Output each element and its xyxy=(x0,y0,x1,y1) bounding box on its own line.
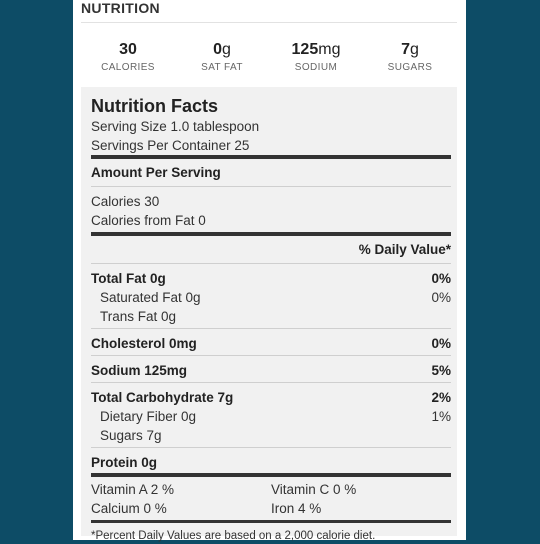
summary-label: CALORIES xyxy=(101,62,155,73)
sugars-row: Sugars 7g xyxy=(91,426,451,448)
sodium-row: Sodium 125mg 5% xyxy=(91,361,451,383)
summary-sodium: 125mg SODIUM xyxy=(269,40,363,73)
dv-header-text: % Daily Value* xyxy=(358,242,451,257)
vitamins-row-1: Vitamin A 2 % Vitamin C 0 % xyxy=(91,480,451,499)
sugars-label: Sugars 7g xyxy=(100,428,162,443)
summary-label: SUGARS xyxy=(387,62,433,73)
summary-label: SAT FAT xyxy=(201,62,243,73)
iron: Iron 4 % xyxy=(271,501,322,516)
summary-value: 0 xyxy=(213,41,222,58)
nutrition-summary: 30 CALORIES 0g SAT FAT 125mg SODIUM 7g S… xyxy=(81,40,457,73)
nutrition-card: NUTRITION 30 CALORIES 0g SAT FAT 125mg S… xyxy=(73,0,466,542)
summary-sat-fat: 0g SAT FAT xyxy=(175,40,269,73)
summary-unit: mg xyxy=(318,41,341,58)
summary-value: 7 xyxy=(401,41,410,58)
cholesterol-dv: 0% xyxy=(431,336,451,351)
facts-title: Nutrition Facts xyxy=(91,96,219,116)
vitamins-row-2: Calcium 0 % Iron 4 % xyxy=(91,499,451,518)
summary-value: 125 xyxy=(291,41,319,58)
summary-sugars: 7g SUGARS xyxy=(363,40,457,73)
sodium-dv: 5% xyxy=(431,363,451,378)
summary-calories: 30 CALORIES xyxy=(81,40,175,73)
vitamin-a: Vitamin A 2 % xyxy=(91,482,175,497)
dietary-fiber-dv: 1% xyxy=(431,409,451,424)
summary-unit: g xyxy=(410,41,419,58)
summary-label: SODIUM xyxy=(294,62,338,73)
saturated-fat-row: Saturated Fat 0g 0% xyxy=(91,288,451,307)
servings-per-container: Servings Per Container 25 xyxy=(91,138,250,153)
serving-size: Serving Size 1.0 tablespoon xyxy=(91,119,260,134)
divider xyxy=(91,473,451,477)
calories-row: Calories 30 xyxy=(91,194,160,209)
section-title: NUTRITION xyxy=(81,0,457,23)
cholesterol-label: Cholesterol 0mg xyxy=(91,336,197,351)
protein-label: Protein 0g xyxy=(91,455,158,470)
sodium-label: Sodium 125mg xyxy=(91,363,188,378)
summary-unit: g xyxy=(222,41,231,58)
dietary-fiber-label: Dietary Fiber 0g xyxy=(100,409,197,424)
trans-fat-label: Trans Fat 0g xyxy=(100,309,177,324)
calories-from-fat-row: Calories from Fat 0 xyxy=(91,213,206,228)
cholesterol-row: Cholesterol 0mg 0% xyxy=(91,334,451,356)
dietary-fiber-row: Dietary Fiber 0g 1% xyxy=(91,407,451,426)
vitamin-c: Vitamin C 0 % xyxy=(271,482,357,497)
trans-fat-row: Trans Fat 0g xyxy=(91,307,451,329)
total-carb-label: Total Carbohydrate 7g xyxy=(91,390,234,405)
amount-per-serving: Amount Per Serving xyxy=(91,164,451,187)
divider xyxy=(91,155,451,159)
daily-value-header: % Daily Value* xyxy=(91,241,451,264)
calcium: Calcium 0 % xyxy=(91,501,167,516)
nutrition-facts-panel: Nutrition Facts Serving Size 1.0 tablesp… xyxy=(81,87,457,542)
total-fat-row: Total Fat 0g 0% xyxy=(91,269,451,288)
protein-row: Protein 0g xyxy=(91,453,451,472)
divider xyxy=(91,520,451,523)
footnote: *Percent Daily Values are based on a 2,0… xyxy=(91,530,376,542)
saturated-fat-label: Saturated Fat 0g xyxy=(100,290,201,305)
saturated-fat-dv: 0% xyxy=(431,290,451,305)
total-fat-dv: 0% xyxy=(431,271,451,286)
total-carb-row: Total Carbohydrate 7g 2% xyxy=(91,388,451,407)
total-fat-label: Total Fat 0g xyxy=(91,271,166,286)
nutrition-facts-label: Nutrition Facts Serving Size 1.0 tablesp… xyxy=(91,95,451,544)
divider xyxy=(91,232,451,236)
total-carb-dv: 2% xyxy=(431,390,451,405)
summary-value: 30 xyxy=(119,41,137,58)
